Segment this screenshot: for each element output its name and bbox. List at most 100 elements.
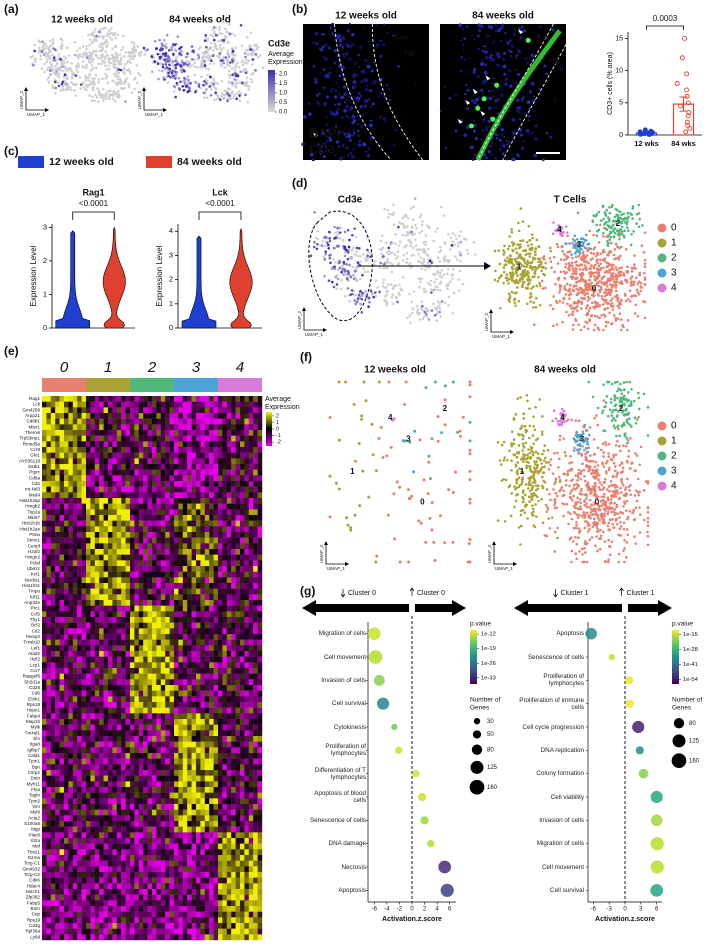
umap-point <box>594 254 598 258</box>
heatmap-cell <box>182 498 188 504</box>
umap-point <box>578 272 582 276</box>
heatmap-cell <box>94 503 100 510</box>
heatmap-cell <box>108 452 113 459</box>
heatmap-cell <box>99 452 104 459</box>
umap-point <box>130 40 133 44</box>
umap-point <box>615 280 619 284</box>
umap-point <box>508 235 511 238</box>
heatmap-cell <box>134 452 139 459</box>
nucleus <box>484 133 487 136</box>
heatmap-cell <box>204 549 210 555</box>
nucleus <box>483 70 488 75</box>
umap-point <box>517 221 520 225</box>
umap-point <box>601 234 605 238</box>
heatmap-cell <box>147 481 153 487</box>
heatmap-cell <box>72 554 78 561</box>
umap-point <box>33 58 37 61</box>
significance-bracket <box>72 211 115 220</box>
nucleus <box>321 131 326 136</box>
heatmap-cell <box>50 515 56 521</box>
heatmap-cell <box>218 475 223 482</box>
nucleus <box>348 22 351 26</box>
heatmap-cell <box>222 549 227 555</box>
heatmap-cell <box>81 413 87 419</box>
heatmap-cell <box>257 396 263 402</box>
umap-point <box>626 229 630 233</box>
umap-point <box>516 243 519 246</box>
heatmap-cell <box>231 492 236 499</box>
umap-point <box>570 307 573 310</box>
heatmap-cell <box>103 452 109 459</box>
heatmap-cell <box>178 441 183 448</box>
umap-point <box>76 56 80 60</box>
umap-point <box>596 258 599 261</box>
umap-point <box>376 286 380 289</box>
heatmap-cell <box>174 526 179 533</box>
heatmap-cell <box>200 498 205 504</box>
heatmap-cell <box>46 418 51 425</box>
umap-point <box>66 69 69 72</box>
umap-point <box>609 235 613 239</box>
heatmap-cell <box>226 566 232 572</box>
nucleus <box>317 143 320 146</box>
heatmap-cell <box>235 464 241 470</box>
umap-point <box>515 286 519 289</box>
heatmap-cell <box>55 492 60 499</box>
heatmap-cell <box>191 447 197 453</box>
heatmap-cell <box>50 554 56 561</box>
umap-point <box>502 249 505 252</box>
umap-point <box>564 265 567 269</box>
nucleus <box>343 92 348 97</box>
heatmap-cell <box>81 486 87 493</box>
heatmap-cell <box>235 469 241 476</box>
umap-point <box>424 268 427 272</box>
umap-point <box>313 240 316 244</box>
heatmap-cell <box>187 481 192 487</box>
nucleus <box>364 104 367 108</box>
nucleus <box>333 111 337 115</box>
umap-point <box>244 93 247 97</box>
heatmap-cell <box>213 566 219 572</box>
heatmap-cell <box>42 481 47 487</box>
umap-point <box>584 279 588 283</box>
heatmap-cell <box>59 498 65 504</box>
umap-point <box>132 52 136 56</box>
heatmap-cell <box>178 435 183 442</box>
umap-point <box>133 87 136 91</box>
heatmap-cell <box>112 452 117 459</box>
heatmap-cell <box>125 560 131 567</box>
heatmap-cell <box>90 503 95 510</box>
heatmap-cell <box>42 418 47 425</box>
umap-point <box>421 220 424 223</box>
umap-point <box>552 324 555 328</box>
heatmap-cell <box>50 526 56 533</box>
heatmap-cell <box>257 486 263 493</box>
nucleus <box>530 53 535 58</box>
umap-point <box>62 62 66 65</box>
umap-point <box>385 261 389 265</box>
umap-point <box>421 317 425 321</box>
heatmap-cell <box>222 486 227 493</box>
heatmap-cell <box>226 441 232 448</box>
heatmap-cell <box>226 554 232 561</box>
umap-point <box>494 269 497 273</box>
umap-point <box>568 293 571 297</box>
umap-point <box>204 66 208 70</box>
image-title: 84 weeks old <box>472 11 534 22</box>
heatmap-cell <box>134 424 139 431</box>
heatmap-cell <box>231 503 236 510</box>
umap-point <box>538 281 541 285</box>
umap-point <box>41 40 44 44</box>
heatmap-cell <box>77 554 82 561</box>
nucleus <box>347 108 351 112</box>
heatmap-cell <box>99 469 104 476</box>
heatmap-cell <box>174 396 179 402</box>
umap-point <box>535 238 539 242</box>
umap-point <box>508 254 512 257</box>
heatmap-cell <box>218 413 223 419</box>
heatmap-cell <box>86 452 91 459</box>
heatmap-cell <box>77 560 82 567</box>
nucleus <box>444 86 447 89</box>
umap-point <box>117 81 120 84</box>
umap-point <box>531 268 534 271</box>
